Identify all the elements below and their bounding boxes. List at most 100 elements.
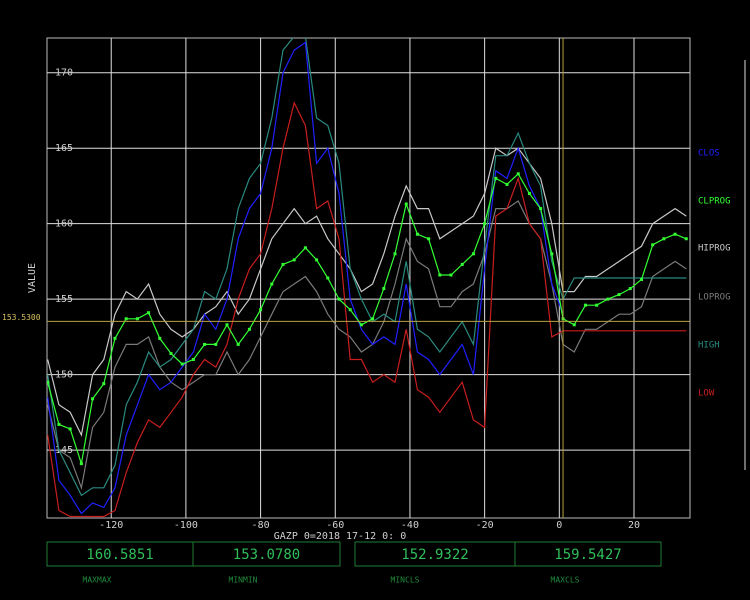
point-marker bbox=[47, 380, 50, 384]
x-tick-label: 0 bbox=[556, 520, 562, 531]
series-line bbox=[47, 200, 687, 491]
x-tick-label: -80 bbox=[252, 520, 270, 531]
point-marker bbox=[393, 252, 397, 256]
point-marker bbox=[572, 323, 576, 327]
point-marker bbox=[684, 237, 688, 241]
point-marker bbox=[337, 297, 341, 301]
point-marker bbox=[583, 303, 587, 307]
point-marker bbox=[236, 342, 240, 346]
point-marker bbox=[471, 252, 475, 256]
stat-label: MAXCLS bbox=[551, 576, 580, 585]
series-lines bbox=[47, 38, 688, 518]
y-tick-label: 150 bbox=[55, 370, 73, 381]
point-marker bbox=[124, 317, 128, 321]
stat-value: 159.5427 bbox=[554, 547, 621, 563]
series-line bbox=[47, 41, 564, 515]
x-axis-label: GAZP 0=2018 17-12 0: 0 bbox=[274, 531, 406, 542]
x-tick-label: -20 bbox=[476, 520, 494, 531]
grid: 145 150 155 160 165 170 -120 -100 -80 -60 -40 -20 0 2… bbox=[47, 38, 690, 531]
point-marker bbox=[673, 232, 677, 236]
series-line bbox=[47, 101, 687, 518]
series-line bbox=[47, 172, 687, 464]
stat-label: MINMIN bbox=[229, 576, 258, 585]
x-tick-label: 20 bbox=[628, 520, 640, 531]
point-marker bbox=[270, 282, 274, 286]
stat-box bbox=[514, 541, 662, 567]
point-marker bbox=[191, 358, 195, 362]
point-marker bbox=[303, 246, 307, 250]
legend-entry: CLPROG bbox=[698, 197, 731, 207]
point-marker bbox=[606, 297, 610, 301]
point-marker bbox=[494, 176, 498, 180]
y-tick-label: 170 bbox=[55, 68, 73, 79]
point-marker bbox=[438, 273, 442, 277]
point-marker bbox=[550, 252, 554, 256]
series-line bbox=[47, 147, 687, 437]
point-marker bbox=[617, 293, 621, 297]
point-marker bbox=[415, 232, 419, 236]
legend-entry: HIPROG bbox=[698, 244, 731, 254]
point-marker bbox=[225, 323, 229, 327]
point-marker bbox=[68, 427, 72, 431]
point-marker bbox=[359, 323, 363, 327]
point-marker bbox=[516, 172, 520, 176]
point-marker bbox=[147, 311, 151, 315]
legend-entry: LOPROG bbox=[698, 293, 731, 303]
point-marker bbox=[315, 258, 319, 262]
point-marker bbox=[483, 222, 487, 226]
point-marker bbox=[169, 351, 173, 355]
point-marker bbox=[628, 287, 632, 291]
legend-entry: LOW bbox=[698, 389, 715, 399]
x-tick-label: -100 bbox=[174, 520, 198, 531]
point-marker bbox=[113, 336, 117, 340]
point-marker bbox=[158, 336, 162, 340]
point-marker bbox=[91, 397, 95, 401]
series-line bbox=[47, 38, 687, 497]
plot-frame bbox=[46, 37, 691, 519]
point-marker bbox=[259, 308, 263, 312]
x-tick-label: -120 bbox=[99, 520, 123, 531]
y-tick-label: 155 bbox=[55, 294, 73, 305]
overlay: 153.5300 CLOS CLPROG HIPROG LOPROG HIGH LOW bbox=[2, 38, 731, 518]
point-marker bbox=[460, 262, 464, 266]
reference-label: 153.5300 bbox=[2, 313, 41, 322]
y-tick-label: 145 bbox=[55, 445, 73, 456]
point-marker bbox=[595, 303, 599, 307]
point-marker bbox=[662, 237, 666, 241]
point-marker bbox=[427, 237, 431, 241]
point-marker bbox=[449, 273, 453, 277]
point-marker bbox=[348, 308, 352, 312]
point-marker bbox=[247, 327, 251, 331]
stat-value: 160.5851 bbox=[86, 547, 153, 563]
x-tick-label: -60 bbox=[326, 520, 344, 531]
point-marker bbox=[382, 287, 386, 291]
x-tick-label: -40 bbox=[401, 520, 419, 531]
point-marker bbox=[180, 362, 184, 366]
point-marker bbox=[292, 258, 296, 262]
y-tick-label: 160 bbox=[55, 219, 73, 230]
point-marker bbox=[57, 422, 61, 426]
point-marker bbox=[505, 182, 509, 186]
point-marker bbox=[326, 276, 330, 280]
point-marker bbox=[203, 342, 207, 346]
point-marker bbox=[639, 278, 643, 282]
stat-label: MINCLS bbox=[391, 576, 420, 585]
point-marker bbox=[651, 243, 655, 247]
point-marker bbox=[79, 462, 83, 466]
legend-entry: CLOS bbox=[698, 149, 720, 159]
point-marker bbox=[527, 191, 531, 195]
legend-entry: HIGH bbox=[698, 341, 720, 351]
y-axis-label: VALUE bbox=[27, 263, 38, 293]
point-marker bbox=[371, 317, 375, 321]
point-marker bbox=[102, 382, 106, 386]
stat-box bbox=[192, 541, 341, 567]
point-marker bbox=[539, 207, 543, 211]
point-marker bbox=[214, 342, 218, 346]
y-tick-label: 165 bbox=[55, 143, 73, 154]
point-marker bbox=[404, 202, 408, 206]
stat-value: 152.9322 bbox=[401, 547, 468, 563]
stat-value: 153.0780 bbox=[233, 547, 300, 563]
stat-label: MAXMAX bbox=[83, 576, 112, 585]
point-marker bbox=[281, 262, 285, 266]
